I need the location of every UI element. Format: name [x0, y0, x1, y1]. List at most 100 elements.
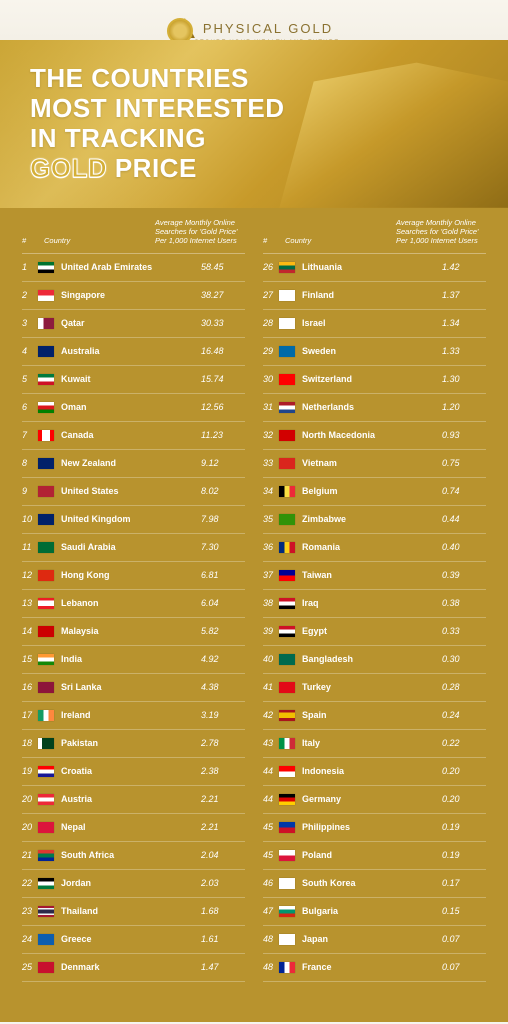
flag-icon [38, 458, 54, 469]
country-cell: Israel [302, 318, 442, 328]
rank-cell: 46 [263, 878, 279, 888]
value-cell: 1.30 [442, 374, 486, 384]
table-row: 17Ireland3.19 [22, 702, 245, 730]
value-cell: 16.48 [201, 346, 245, 356]
rank-cell: 23 [22, 906, 38, 916]
table-row: 31Netherlands1.20 [263, 394, 486, 422]
value-cell: 0.93 [442, 430, 486, 440]
rank-cell: 42 [263, 710, 279, 720]
rank-cell: 21 [22, 850, 38, 860]
rank-cell: 28 [263, 318, 279, 328]
flag-icon [38, 766, 54, 777]
table-row: 45Poland0.19 [263, 842, 486, 870]
flag-icon [38, 934, 54, 945]
rank-cell: 34 [263, 486, 279, 496]
table-row: 44Indonesia0.20 [263, 758, 486, 786]
flag-icon [279, 346, 295, 357]
rank-cell: 26 [263, 262, 279, 272]
table-row: 9United States8.02 [22, 478, 245, 506]
flag-icon [279, 626, 295, 637]
rank-cell: 13 [22, 598, 38, 608]
flag-icon [279, 794, 295, 805]
value-cell: 2.78 [201, 738, 245, 748]
flag-icon [38, 262, 54, 273]
rank-cell: 24 [22, 934, 38, 944]
value-cell: 0.40 [442, 542, 486, 552]
flag-icon [38, 346, 54, 357]
table-row: 41Turkey0.28 [263, 674, 486, 702]
rank-cell: 39 [263, 626, 279, 636]
flag-icon [279, 878, 295, 889]
country-cell: Austria [61, 794, 201, 804]
header-rank: # [22, 236, 38, 245]
table-row: 47Bulgaria0.15 [263, 898, 486, 926]
flag-icon [38, 318, 54, 329]
table-row: 14Malaysia5.82 [22, 618, 245, 646]
country-cell: United Arab Emirates [61, 262, 201, 272]
value-cell: 7.98 [201, 514, 245, 524]
flag-icon [38, 514, 54, 525]
rank-cell: 7 [22, 430, 38, 440]
header-country: Country [38, 236, 155, 245]
flag-icon [279, 822, 295, 833]
country-cell: United States [61, 486, 201, 496]
value-cell: 3.19 [201, 710, 245, 720]
table-row: 1United Arab Emirates58.45 [22, 254, 245, 282]
country-cell: Australia [61, 346, 201, 356]
rank-cell: 3 [22, 318, 38, 328]
flag-icon [279, 766, 295, 777]
country-cell: Jordan [61, 878, 201, 888]
table-row: 27Finland1.37 [263, 282, 486, 310]
title-line: THE COUNTRIES [30, 63, 249, 93]
flag-icon [279, 682, 295, 693]
country-cell: Malaysia [61, 626, 201, 636]
rank-cell: 32 [263, 430, 279, 440]
flag-icon [279, 934, 295, 945]
header-rank: # [263, 236, 279, 245]
infographic: PHYSICAL GOLD SECURE YOUR WEALTH AND FUT… [0, 0, 508, 1022]
country-cell: Lithuania [302, 262, 442, 272]
flag-icon [38, 402, 54, 413]
left-column: # Country Average Monthly Online Searche… [22, 208, 245, 982]
header-value: Average Monthly Online Searches for 'Gol… [155, 218, 245, 245]
value-cell: 0.07 [442, 934, 486, 944]
country-cell: Sweden [302, 346, 442, 356]
table-row: 35Zimbabwe0.44 [263, 506, 486, 534]
table-row: 20Nepal2.21 [22, 814, 245, 842]
table-row: 7Canada11.23 [22, 422, 245, 450]
value-cell: 1.34 [442, 318, 486, 328]
table-row: 5Kuwait15.74 [22, 366, 245, 394]
rank-cell: 5 [22, 374, 38, 384]
country-cell: France [302, 962, 442, 972]
country-cell: South Korea [302, 878, 442, 888]
page-title: THE COUNTRIES MOST INTERESTED IN TRACKIN… [30, 64, 478, 184]
rank-cell: 48 [263, 962, 279, 972]
value-cell: 0.33 [442, 626, 486, 636]
flag-icon [38, 654, 54, 665]
value-cell: 8.02 [201, 486, 245, 496]
rank-cell: 10 [22, 514, 38, 524]
value-cell: 0.20 [442, 766, 486, 776]
rank-cell: 38 [263, 598, 279, 608]
flag-icon [279, 402, 295, 413]
table-row: 10United Kingdom7.98 [22, 506, 245, 534]
flag-icon [279, 654, 295, 665]
country-cell: Zimbabwe [302, 514, 442, 524]
header-country: Country [279, 236, 396, 245]
flag-icon [38, 542, 54, 553]
value-cell: 0.20 [442, 794, 486, 804]
value-cell: 0.15 [442, 906, 486, 916]
rank-cell: 11 [22, 542, 38, 552]
country-cell: Switzerland [302, 374, 442, 384]
country-cell: Singapore [61, 290, 201, 300]
value-cell: 0.75 [442, 458, 486, 468]
flag-icon [279, 486, 295, 497]
value-cell: 0.24 [442, 710, 486, 720]
value-cell: 0.22 [442, 738, 486, 748]
title-line: IN TRACKING [30, 123, 206, 153]
rank-cell: 2 [22, 290, 38, 300]
flag-icon [38, 598, 54, 609]
flag-icon [38, 430, 54, 441]
rank-cell: 25 [22, 962, 38, 972]
flag-icon [279, 318, 295, 329]
